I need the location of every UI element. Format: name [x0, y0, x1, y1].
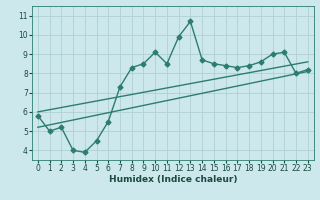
X-axis label: Humidex (Indice chaleur): Humidex (Indice chaleur): [108, 175, 237, 184]
